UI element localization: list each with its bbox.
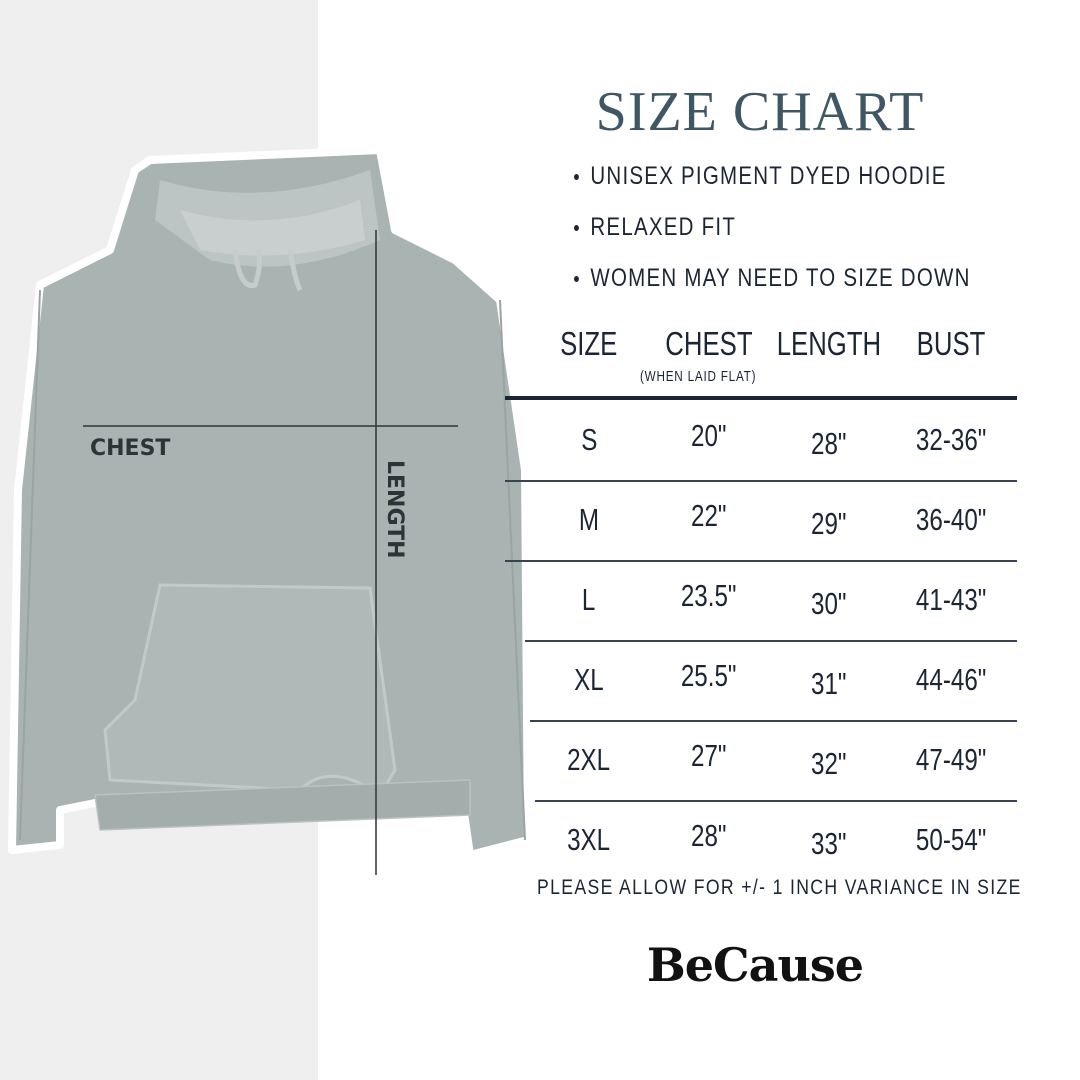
table-cell-text: 47-49" <box>915 742 987 777</box>
table-cell-text: 44-46" <box>915 662 987 697</box>
table-cell-text: 31" <box>811 666 847 701</box>
table-cell: 28" <box>749 426 909 462</box>
table-cell: 3XL <box>509 822 669 858</box>
chest-label: CHEST <box>90 436 170 461</box>
chest-note-text: (WHEN LAID FLAT) <box>640 368 757 385</box>
table-cell-text: 36-40" <box>915 502 987 537</box>
hoodie-image: CHEST LENGTH <box>8 146 532 875</box>
header-text: LENGTH <box>776 325 882 362</box>
header-size: SIZE <box>509 325 669 363</box>
table-cell-text: 32-36" <box>915 422 987 457</box>
header-text: SIZE <box>560 325 618 362</box>
table-cell-text: 30" <box>811 586 847 621</box>
row-divider <box>505 560 1017 562</box>
table-cell: 20" <box>629 418 789 454</box>
table-cell: 31" <box>749 666 909 702</box>
header-text: CHEST <box>665 325 753 362</box>
table-cell: 32-36" <box>871 422 1031 458</box>
header-chest: CHEST <box>629 325 789 363</box>
table-cell: 44-46" <box>871 662 1031 698</box>
table-cell: 41-43" <box>871 582 1031 618</box>
bullet-icon <box>574 174 579 181</box>
feature-list: UNISEX PIGMENT DYED HOODIE RELAXED FIT W… <box>574 158 1058 311</box>
table-cell: 25.5" <box>629 658 789 694</box>
header-text: BUST <box>916 325 986 362</box>
table-cell-text: S <box>580 422 598 457</box>
table-cell: 36-40" <box>871 502 1031 538</box>
table-cell-text: 41-43" <box>915 582 987 617</box>
brand-logo: BeCause <box>646 938 864 992</box>
table-cell-text: XL <box>574 662 604 697</box>
table-cell-text: 27" <box>691 738 727 773</box>
row-divider <box>530 720 1017 722</box>
table-cell-text: 20" <box>691 418 727 453</box>
table-cell-text: L <box>582 582 596 617</box>
table-cell: 32" <box>749 746 909 782</box>
table-cell: M <box>509 502 669 538</box>
header-divider <box>505 396 1017 400</box>
feature-item: WOMEN MAY NEED TO SIZE DOWN <box>574 260 971 311</box>
table-cell-text: 2XL <box>567 742 611 777</box>
feature-text: UNISEX PIGMENT DYED HOODIE <box>590 162 947 190</box>
table-cell-text: 28" <box>691 818 727 853</box>
table-cell-text: M <box>578 502 600 537</box>
bullet-icon <box>574 225 579 232</box>
header-length: LENGTH <box>749 325 909 363</box>
variance-note: PLEASE ALLOW FOR +/- 1 INCH VARIANCE IN … <box>537 876 1022 899</box>
feature-item: RELAXED FIT <box>574 209 971 260</box>
row-divider <box>535 800 1017 802</box>
table-cell: 28" <box>629 818 789 854</box>
table-cell: 2XL <box>509 742 669 778</box>
feature-text: WOMEN MAY NEED TO SIZE DOWN <box>590 264 971 292</box>
table-cell: 33" <box>749 826 909 862</box>
page-title: SIZE CHART <box>595 81 925 143</box>
table-cell-text: 28" <box>811 426 847 461</box>
table-cell: XL <box>509 662 669 698</box>
table-cell: 30" <box>749 586 909 622</box>
table-cell-text: 50-54" <box>915 822 987 857</box>
header-bust: BUST <box>871 325 1031 363</box>
table-cell: 47-49" <box>871 742 1031 778</box>
table-cell: 27" <box>629 738 789 774</box>
table-cell-text: 22" <box>691 498 727 533</box>
table-cell-text: 25.5" <box>681 658 737 693</box>
table-cell: 22" <box>629 498 789 534</box>
row-divider <box>525 640 1017 642</box>
bullet-icon <box>574 276 579 283</box>
table-cell: S <box>509 422 669 458</box>
table-cell-text: 33" <box>811 826 847 861</box>
table-cell-text: 3XL <box>567 822 611 857</box>
feature-item: UNISEX PIGMENT DYED HOODIE <box>574 158 971 209</box>
table-cell-text: 23.5" <box>681 578 737 613</box>
feature-text: RELAXED FIT <box>590 213 737 241</box>
table-cell: L <box>509 582 669 618</box>
table-cell: 23.5" <box>629 578 789 614</box>
table-cell-text: 32" <box>811 746 847 781</box>
row-divider <box>505 480 1017 482</box>
table-cell: 29" <box>749 506 909 542</box>
table-cell-text: 29" <box>811 506 847 541</box>
chest-note: (WHEN LAID FLAT) <box>640 368 789 385</box>
length-label: LENGTH <box>382 460 407 559</box>
table-cell: 50-54" <box>871 822 1031 858</box>
